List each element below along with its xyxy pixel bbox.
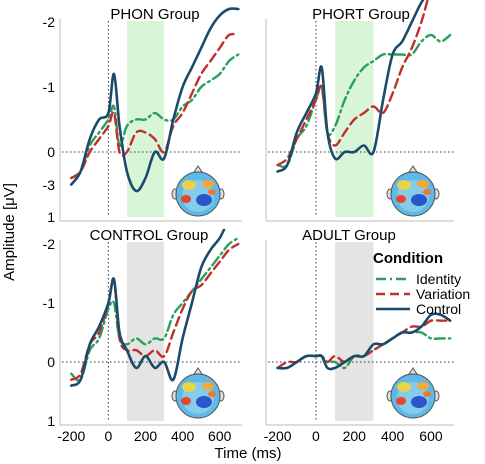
x-tick-label: -200 [57,428,85,444]
panel-title: ADULT Group [302,227,396,244]
y-tick-label: -3 [43,177,56,193]
series-line-control [276,312,452,371]
panel-title: CONTROL Group [90,227,209,244]
legend-label: Variation [416,286,470,302]
scalp-topography-map [171,367,225,419]
series-line-variation [70,242,240,381]
y-tick-label: 1 [47,209,55,225]
legend-item-variation: Variation [376,286,470,302]
y-axis-label: Amplitude [μV] [1,183,18,281]
y-tick-label: -2 [43,236,56,252]
series-line-control [276,0,425,173]
x-tick-label: 0 [312,428,320,444]
panels-layer: PHON Group -3 -2 -1 0 1 PHORT Group CONTROL Gro… [43,0,454,444]
y-tick-label: -2 [43,14,56,30]
x-tick-label: 200 [134,428,158,444]
panel-4: ADULT Group -200 0 200 400 600 [264,227,454,444]
panel-2: PHORT Group [265,0,454,222]
legend-label: Control [416,301,461,317]
scalp-topography-map [386,367,440,419]
panel-1: PHON Group -3 -2 -1 0 1 [43,6,242,225]
series-line-control [70,229,226,387]
y-tick-label: -1 [43,295,56,311]
x-tick-label: -200 [264,428,292,444]
x-axis-label: Time (ms) [215,445,282,462]
x-tick-label: 200 [343,428,367,444]
series-line-identity [276,33,452,169]
analysis-window [335,242,374,421]
y-tick-label: 1 [47,413,55,429]
legend-title: Condition [373,250,443,267]
y-tick-label: -1 [43,79,56,95]
x-tick-label: 600 [419,428,443,444]
x-tick-label: 600 [208,428,232,444]
panel-title: PHORT Group [312,6,410,23]
panel-title: PHON Group [110,6,199,23]
series-line-control [70,7,240,193]
legend-label: Identity [416,271,461,287]
scalp-topography-map [386,165,440,217]
legend-item-identity: Identity [376,271,461,287]
y-tick-label: 0 [47,144,55,160]
series-line-variation [70,32,240,180]
panel-3: CONTROL Group-3-2-101-200 0 200 400 600 [43,177,242,444]
x-tick-label: 400 [171,428,195,444]
x-tick-label: 400 [381,428,405,444]
series-line-identity [70,236,240,382]
series-line-identity [70,53,240,180]
analysis-window [126,242,165,421]
y-tick-label: 0 [47,354,55,370]
scalp-topography-map [171,165,225,217]
series-line-variation [276,0,429,167]
x-tick-label: 0 [104,428,112,444]
legend-item-control: Control [376,301,461,317]
